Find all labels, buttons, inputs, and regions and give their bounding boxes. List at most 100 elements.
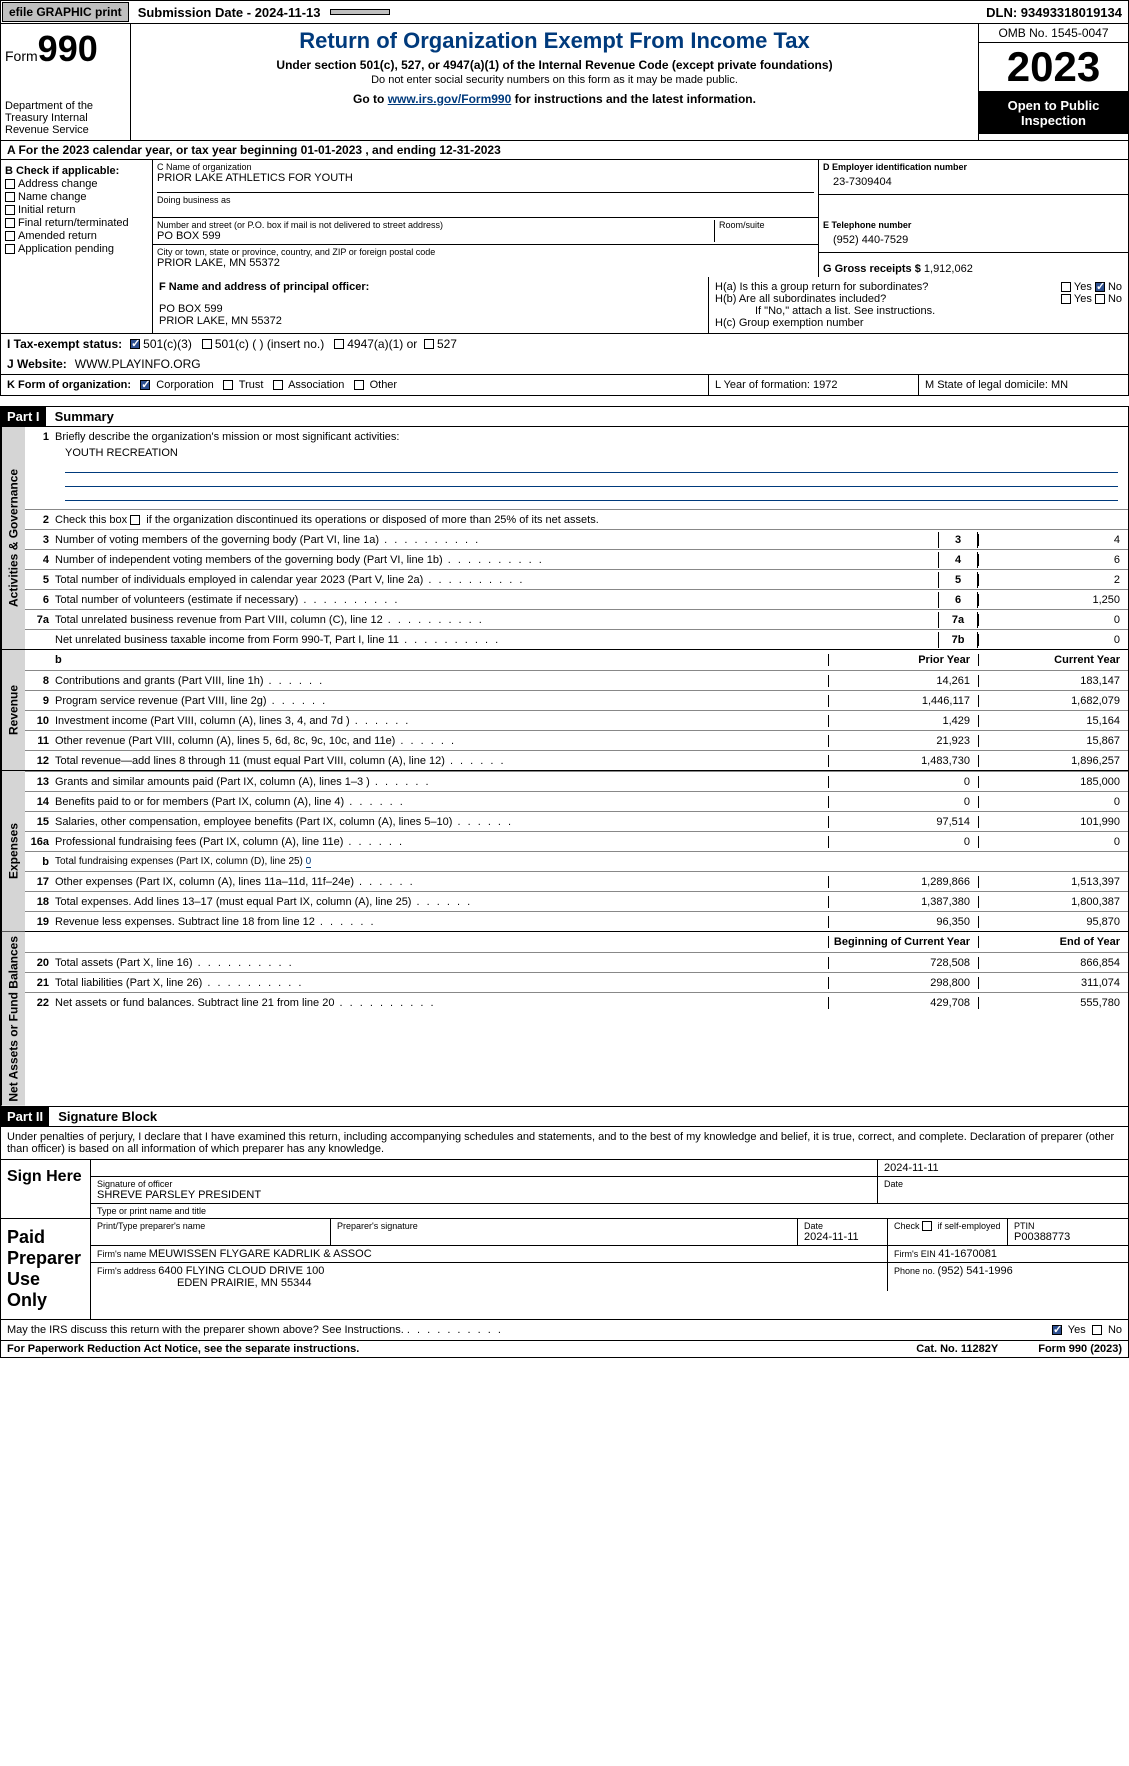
chk-association[interactable]	[273, 380, 283, 390]
summary-line: 6Total number of volunteers (estimate if…	[25, 589, 1128, 609]
form-subtext: Do not enter social security numbers on …	[135, 74, 974, 86]
chk-501c[interactable]	[202, 339, 212, 349]
blank-button[interactable]	[330, 9, 390, 15]
row-addr: Number and street (or P.O. box if mail i…	[153, 218, 1128, 277]
city-value: PRIOR LAKE, MN 55372	[157, 257, 814, 269]
sign-here-label: Sign Here	[1, 1160, 91, 1218]
chk-trust[interactable]	[223, 380, 233, 390]
page-footer: For Paperwork Reduction Act Notice, see …	[0, 1341, 1129, 1358]
sig-officer-name: SHREVE PARSLEY PRESIDENT	[97, 1189, 871, 1201]
chk-amended-return[interactable]: Amended return	[5, 230, 148, 242]
chk-other[interactable]	[354, 380, 364, 390]
h-c: H(c) Group exemption number	[715, 317, 1122, 329]
hdr-end: End of Year	[978, 936, 1128, 948]
efile-print-button[interactable]: efile GRAPHIC print	[2, 2, 129, 22]
section-bcde: B Check if applicable: Address change Na…	[0, 160, 1129, 277]
row-i: I Tax-exempt status: 501(c)(3) 501(c) ( …	[0, 334, 1129, 354]
paid-preparer-label: Paid Preparer Use Only	[1, 1219, 91, 1319]
part1-label: Part I	[1, 407, 46, 426]
chk-name-change[interactable]: Name change	[5, 191, 148, 203]
side-revenue: Revenue	[1, 650, 25, 770]
tax-year: 2023	[979, 43, 1128, 92]
phone-value: (952) 440-7529	[823, 230, 1124, 250]
tax-exempt-label: I Tax-exempt status:	[7, 337, 122, 351]
header-right: OMB No. 1545-0047 2023 Open to Public In…	[978, 24, 1128, 140]
part2-title: Signature Block	[52, 1107, 163, 1126]
part1-title: Summary	[49, 407, 120, 426]
chk-501c3[interactable]	[130, 339, 140, 349]
summary-line: 20Total assets (Part X, line 16)728,5088…	[25, 952, 1128, 972]
part-2-header: Part II Signature Block	[0, 1107, 1129, 1127]
form-num: 990	[38, 28, 98, 69]
h-b: H(b) Are all subordinates included? Yes …	[715, 293, 1122, 305]
expenses-body: 13Grants and similar amounts paid (Part …	[25, 771, 1128, 931]
officer-addr1: PO BOX 599	[159, 303, 702, 315]
summary-line: 12Total revenue—add lines 8 through 11 (…	[25, 750, 1128, 770]
form-number: Form990	[5, 28, 126, 70]
summary-line: 22Net assets or fund balances. Subtract …	[25, 992, 1128, 1012]
mission-text: YOUTH RECREATION	[25, 447, 1128, 459]
line1-desc: Briefly describe the organization's miss…	[55, 429, 1128, 445]
summary-line: 15Salaries, other compensation, employee…	[25, 811, 1128, 831]
website-value: WWW.PLAYINFO.ORG	[75, 357, 201, 371]
goto-post: for instructions and the latest informat…	[511, 92, 756, 106]
chk-application-pending[interactable]: Application pending	[5, 243, 148, 255]
firm-addr2: EDEN PRAIRIE, MN 55344	[97, 1277, 881, 1289]
col-cde: C Name of organization PRIOR LAKE ATHLET…	[153, 160, 1128, 277]
row-c-name: C Name of organization PRIOR LAKE ATHLET…	[153, 160, 1128, 218]
form-subtitle: Under section 501(c), 527, or 4947(a)(1)…	[135, 58, 974, 72]
submission-date: Submission Date - 2024-11-13	[130, 3, 329, 22]
discuss-row: May the IRS discuss this return with the…	[1, 1319, 1128, 1340]
col-b-checkboxes: B Check if applicable: Address change Na…	[1, 160, 153, 277]
sig-date: 2024-11-11	[878, 1160, 1128, 1176]
box-f: F Name and address of principal officer:…	[153, 277, 708, 333]
chk-final-return[interactable]: Final return/terminated	[5, 217, 148, 229]
col-b-spacer	[1, 277, 153, 333]
org-name-label: C Name of organization	[157, 162, 814, 172]
chk-discuss-no[interactable]	[1092, 1325, 1102, 1335]
col-deg: D Employer identification number 23-7309…	[818, 160, 1128, 218]
hdr-prior-year: Prior Year	[828, 654, 978, 666]
form-prefix: Form	[5, 48, 38, 64]
ein-value: 23-7309404	[823, 172, 1124, 192]
chk-discontinued[interactable]	[130, 515, 140, 525]
chk-4947[interactable]	[334, 339, 344, 349]
hdr-beginning: Beginning of Current Year	[828, 936, 978, 948]
summary-line: 21Total liabilities (Part X, line 26)298…	[25, 972, 1128, 992]
chk-corporation[interactable]	[140, 380, 150, 390]
website-label: J Website:	[7, 357, 67, 371]
section-expenses: Expenses 13Grants and similar amounts pa…	[0, 771, 1129, 932]
form-header: Form990 Department of the Treasury Inter…	[0, 24, 1129, 141]
summary-line: 9Program service revenue (Part VIII, lin…	[25, 690, 1128, 710]
chk-address-change[interactable]: Address change	[5, 178, 148, 190]
chk-527[interactable]	[424, 339, 434, 349]
sig-officer-label: Signature of officer	[97, 1179, 871, 1189]
section-net-assets: Net Assets or Fund Balances Beginning of…	[0, 932, 1129, 1107]
summary-line: 4Number of independent voting members of…	[25, 549, 1128, 569]
row-a-tax-year: A For the 2023 calendar year, or tax yea…	[0, 141, 1129, 160]
summary-line: 13Grants and similar amounts paid (Part …	[25, 771, 1128, 791]
mission-line	[65, 487, 1118, 501]
side-governance: Activities & Governance	[1, 427, 25, 649]
city-label: City or town, state or province, country…	[157, 247, 814, 257]
prep-date: 2024-11-11	[804, 1231, 881, 1243]
mission-line	[65, 473, 1118, 487]
addr-label: Number and street (or P.O. box if mail i…	[157, 220, 714, 230]
row-j: J Website: WWW.PLAYINFO.ORG	[0, 354, 1129, 375]
header-mid: Return of Organization Exempt From Incom…	[131, 24, 978, 140]
goto-link[interactable]: www.irs.gov/Form990	[388, 92, 512, 106]
gross-receipts-label: G Gross receipts $	[823, 263, 924, 275]
chk-initial-return[interactable]: Initial return	[5, 204, 148, 216]
summary-line: 14Benefits paid to or for members (Part …	[25, 791, 1128, 811]
sig-declaration: Under penalties of perjury, I declare th…	[1, 1127, 1128, 1159]
revenue-body: b Prior Year Current Year 8Contributions…	[25, 650, 1128, 770]
part-1-header: Part I Summary	[0, 406, 1129, 427]
ein-label: D Employer identification number	[823, 162, 1124, 172]
section-governance: Activities & Governance 1 Briefly descri…	[0, 427, 1129, 650]
goto-text: Go to www.irs.gov/Form990 for instructio…	[135, 92, 974, 106]
summary-line: bTotal fundraising expenses (Part IX, co…	[25, 851, 1128, 871]
row-l: L Year of formation: 1972	[708, 375, 918, 395]
form-title: Return of Organization Exempt From Incom…	[135, 28, 974, 54]
hdr-current-year: Current Year	[978, 654, 1128, 666]
chk-discuss-yes[interactable]	[1052, 1325, 1062, 1335]
